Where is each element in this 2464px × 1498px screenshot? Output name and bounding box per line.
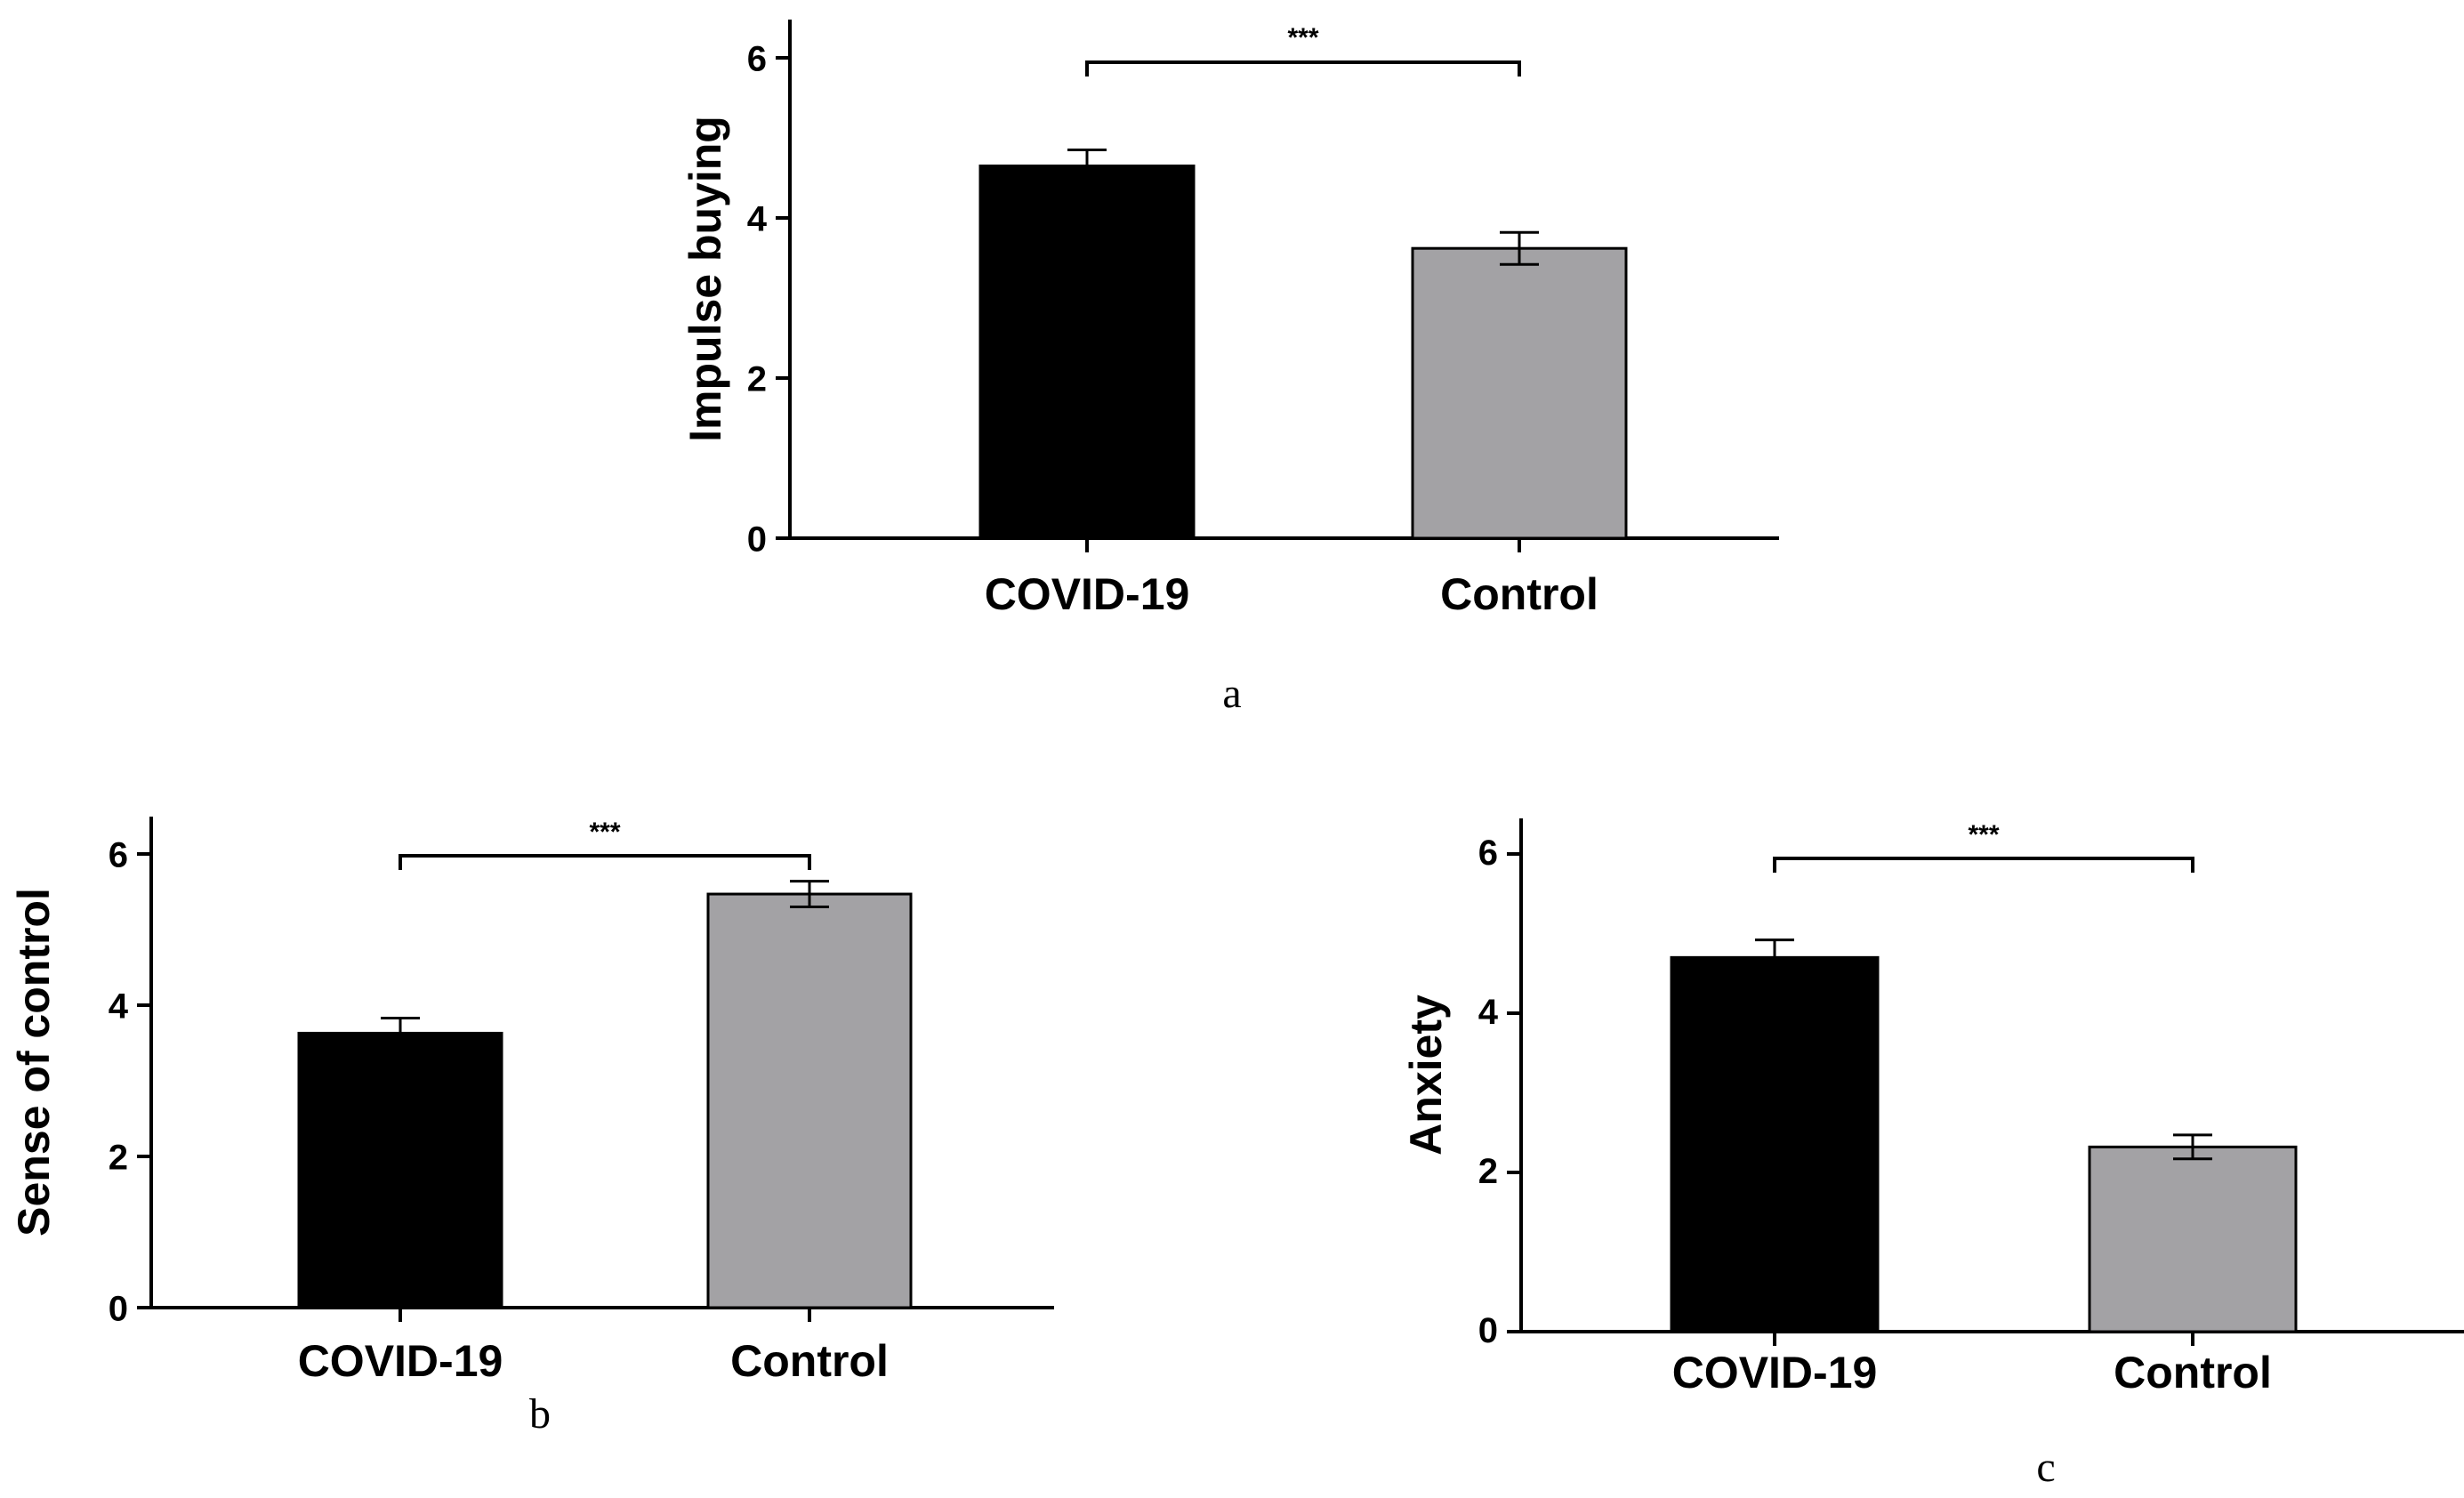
- y-axis-title: Impulse buying: [680, 116, 730, 442]
- significance-label: ***: [589, 817, 620, 847]
- significance-bracket: [1773, 857, 2194, 873]
- significance-bracket: [1085, 60, 1521, 77]
- bar-control: [1411, 246, 1628, 540]
- y-tick-label: 0: [1478, 1311, 1498, 1350]
- y-tick-label: 4: [747, 199, 768, 238]
- bar-covid-19: [978, 165, 1196, 540]
- y-tick-label: 2: [109, 1138, 128, 1177]
- y-tick-label: 0: [109, 1289, 128, 1328]
- y-tick-label: 0: [747, 519, 767, 559]
- x-tick-label: COVID-19: [298, 1336, 503, 1386]
- x-tick-label: COVID-19: [985, 569, 1190, 619]
- y-axis-title: Sense of control: [9, 888, 59, 1236]
- chart-panel-a: 0 2 4 6 COVID-19 Control *** Impulse buying a: [680, 20, 1779, 717]
- y-tick-label: 6: [109, 835, 128, 874]
- panel-label: a: [1222, 670, 1241, 717]
- x-tick-label: Control: [730, 1336, 889, 1386]
- bar-covid-19: [297, 1031, 503, 1309]
- y-tick-label: 4: [1478, 993, 1499, 1032]
- significance-label: ***: [1287, 23, 1318, 52]
- y-tick-label: 4: [109, 987, 129, 1026]
- bar-control: [706, 892, 913, 1309]
- y-tick-label: 2: [747, 359, 767, 399]
- x-tick-label: COVID-19: [1672, 1348, 1878, 1397]
- significance-label: ***: [1968, 820, 1999, 850]
- chart-panel-b: 0 2 4 6 COVID-19 Control *** Sense of control b: [9, 817, 1054, 1438]
- y-tick-label: 2: [1478, 1152, 1498, 1191]
- bar-control: [2088, 1145, 2298, 1333]
- bar-covid-19: [1670, 955, 1880, 1333]
- x-tick-label: Control: [2114, 1348, 2272, 1397]
- chart-panel-c: 0 2 4 6 COVID-19 Control *** Anxiety c: [1401, 818, 2464, 1491]
- significance-bracket: [399, 854, 811, 870]
- y-tick-label: 6: [747, 39, 767, 78]
- panel-label: b: [529, 1390, 551, 1438]
- x-tick-label: Control: [1440, 569, 1598, 619]
- panel-label: c: [2036, 1444, 2055, 1491]
- y-axis-title: Anxiety: [1401, 995, 1451, 1156]
- y-tick-label: 6: [1478, 834, 1498, 873]
